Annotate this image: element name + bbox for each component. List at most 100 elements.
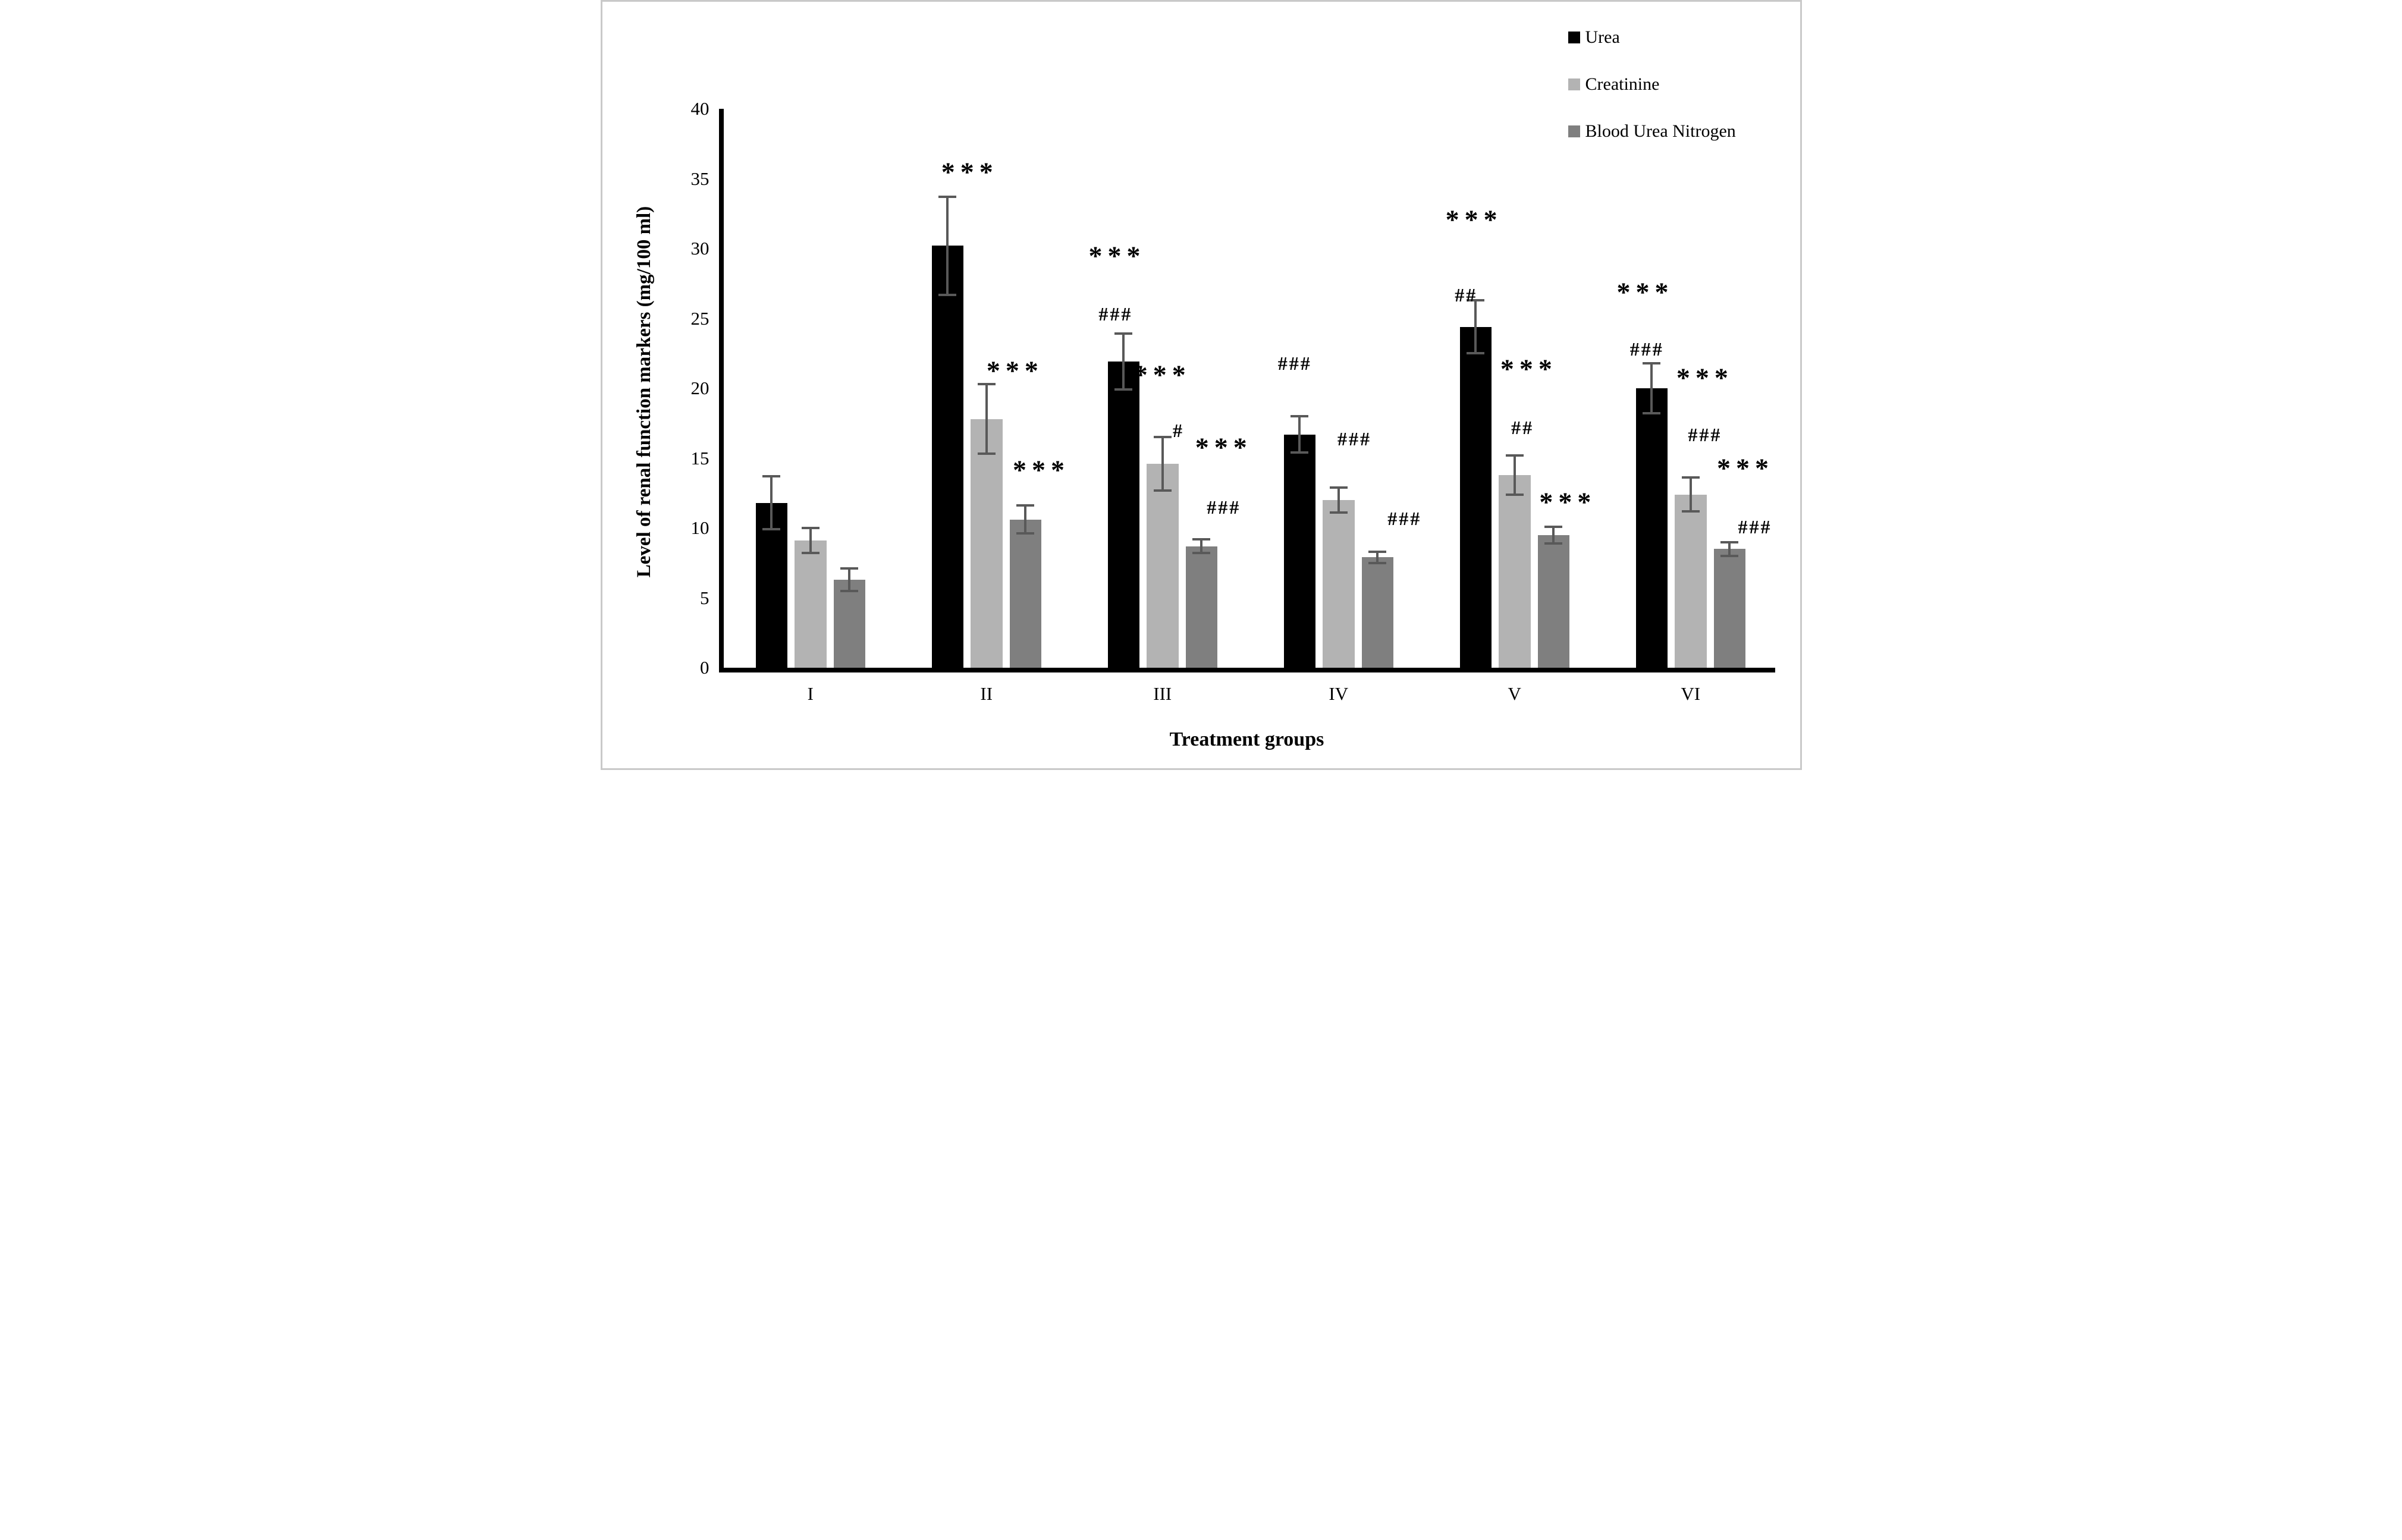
error-bar-cap-bottom — [1544, 542, 1563, 545]
error-bar-urea-VI — [1650, 363, 1653, 414]
error-bar-creatinine-III — [1161, 437, 1164, 491]
error-bar-cap-top — [1329, 486, 1348, 489]
sig-stars-creatinine-II: *** — [986, 355, 1044, 386]
error-bar-cap-top — [1016, 504, 1035, 507]
bar-chart-figure: Level of renal function markers (mg/100 … — [600, 0, 1802, 770]
sig-hashes-creatinine-V: ## — [1511, 416, 1534, 438]
error-bar-cap-bottom — [1291, 451, 1309, 454]
error-bar-urea-V — [1474, 300, 1477, 354]
legend-label-creatinine: Creatinine — [1585, 74, 1660, 94]
sig-hashes-blood-urea-nitrogen-IV: ### — [1387, 507, 1422, 529]
bar-creatinine-II — [971, 419, 1003, 668]
error-bar-creatinine-II — [985, 384, 988, 454]
bar-urea-IV — [1283, 434, 1315, 668]
error-bar-creatinine-I — [809, 528, 812, 554]
bar-creatinine-III — [1147, 463, 1179, 668]
error-bar-urea-I — [770, 476, 773, 530]
bar-urea-III — [1107, 362, 1139, 668]
error-bar-blood-urea-nitrogen-V — [1552, 526, 1555, 543]
error-bar-cap-bottom — [1505, 493, 1524, 496]
error-bar-urea-IV — [1298, 416, 1301, 453]
error-bar-blood-urea-nitrogen-II — [1024, 505, 1027, 534]
error-bar-cap-top — [1153, 436, 1172, 439]
y-tick-label-30: 30 — [690, 238, 709, 259]
error-bar-cap-bottom — [1016, 532, 1035, 535]
sig-hashes-creatinine-VI: ### — [1688, 423, 1722, 445]
error-bar-cap-bottom — [762, 528, 781, 531]
bar-blood-urea-nitrogen-III — [1185, 546, 1217, 668]
error-bar-cap-bottom — [1114, 388, 1133, 391]
error-bar-cap-top — [1291, 415, 1309, 417]
bar-urea-V — [1459, 326, 1492, 668]
error-bar-urea-II — [946, 197, 949, 295]
x-axis-title: Treatment groups — [1169, 728, 1324, 750]
sig-hashes-urea-III: ### — [1098, 303, 1133, 325]
legend-item-creatinine: Creatinine — [1568, 74, 1736, 94]
x-tick-label-III: III — [1153, 683, 1172, 704]
bar-urea-II — [931, 246, 963, 668]
error-bar-cap-bottom — [801, 552, 819, 555]
bar-creatinine-V — [1499, 474, 1531, 668]
legend-swatch-urea — [1568, 32, 1580, 43]
x-tick-label-II: II — [980, 683, 993, 704]
bar-creatinine-IV — [1323, 500, 1355, 668]
bar-blood-urea-nitrogen-I — [833, 579, 865, 668]
legend-item-urea: Urea — [1568, 27, 1736, 47]
error-bar-blood-urea-nitrogen-VI — [1728, 542, 1731, 556]
bar-creatinine-VI — [1675, 494, 1707, 668]
error-bar-creatinine-IV — [1337, 487, 1340, 513]
error-bar-cap-top — [840, 567, 859, 570]
sig-stars-urea-VI: *** — [1616, 276, 1674, 307]
bar-blood-urea-nitrogen-V — [1537, 535, 1569, 668]
error-bar-creatinine-V — [1513, 455, 1516, 495]
legend-item-blood-urea-nitrogen: Blood Urea Nitrogen — [1568, 121, 1736, 141]
legend-label-urea: Urea — [1585, 27, 1620, 47]
sig-stars-creatinine-III: *** — [1134, 359, 1191, 390]
sig-hashes-blood-urea-nitrogen-III: ### — [1207, 496, 1241, 518]
y-tick-label-10: 10 — [690, 517, 709, 538]
error-bar-cap-bottom — [1720, 555, 1739, 557]
error-bar-cap-bottom — [1329, 511, 1348, 514]
y-tick-label-35: 35 — [690, 168, 709, 189]
error-bar-cap-top — [1114, 332, 1133, 335]
bar-blood-urea-nitrogen-VI — [1713, 549, 1745, 668]
error-bar-creatinine-VI — [1689, 477, 1692, 511]
x-tick-label-IV: IV — [1329, 683, 1349, 704]
x-axis-line — [718, 668, 1775, 672]
x-tick-label-V: V — [1508, 683, 1521, 704]
sig-stars-creatinine-VI: *** — [1676, 362, 1734, 393]
error-bar-cap-top — [1467, 298, 1485, 301]
error-bar-cap-top — [801, 527, 819, 529]
sig-hashes-urea-VI: ### — [1629, 338, 1664, 360]
bar-blood-urea-nitrogen-II — [1009, 519, 1041, 668]
error-bar-cap-top — [1720, 540, 1739, 543]
error-bar-cap-bottom — [977, 452, 996, 455]
sig-hashes-urea-V: ## — [1455, 284, 1478, 306]
legend-swatch-creatinine — [1568, 78, 1580, 90]
bar-creatinine-I — [795, 540, 827, 668]
error-bar-cap-bottom — [1153, 489, 1172, 492]
error-bar-cap-top — [1544, 525, 1563, 528]
x-tick-label-I: I — [807, 683, 814, 704]
sig-stars-blood-urea-nitrogen-VI: *** — [1717, 452, 1774, 483]
error-bar-cap-top — [938, 196, 957, 199]
sig-stars-blood-urea-nitrogen-V: *** — [1539, 486, 1597, 517]
sig-stars-creatinine-V: *** — [1500, 353, 1558, 384]
legend-swatch-blood-urea-nitrogen — [1568, 125, 1580, 137]
y-tick-label-20: 20 — [690, 378, 709, 398]
y-tick-label-0: 0 — [700, 657, 709, 678]
error-bar-cap-bottom — [1467, 352, 1485, 355]
error-bar-cap-bottom — [840, 589, 859, 592]
legend-label-blood-urea-nitrogen: Blood Urea Nitrogen — [1585, 121, 1736, 141]
error-bar-cap-top — [1681, 476, 1700, 479]
error-bar-cap-bottom — [938, 293, 957, 296]
error-bar-cap-top — [977, 382, 996, 385]
sig-hashes-blood-urea-nitrogen-VI: ### — [1738, 516, 1772, 538]
error-bar-cap-bottom — [1192, 552, 1211, 555]
error-bar-cap-bottom — [1643, 412, 1661, 415]
error-bar-blood-urea-nitrogen-IV — [1376, 551, 1379, 563]
error-bar-urea-III — [1122, 334, 1125, 390]
sig-hashes-urea-IV: ### — [1277, 352, 1312, 374]
error-bar-cap-top — [1368, 550, 1387, 553]
sig-hashes-creatinine-III: # — [1173, 419, 1184, 441]
